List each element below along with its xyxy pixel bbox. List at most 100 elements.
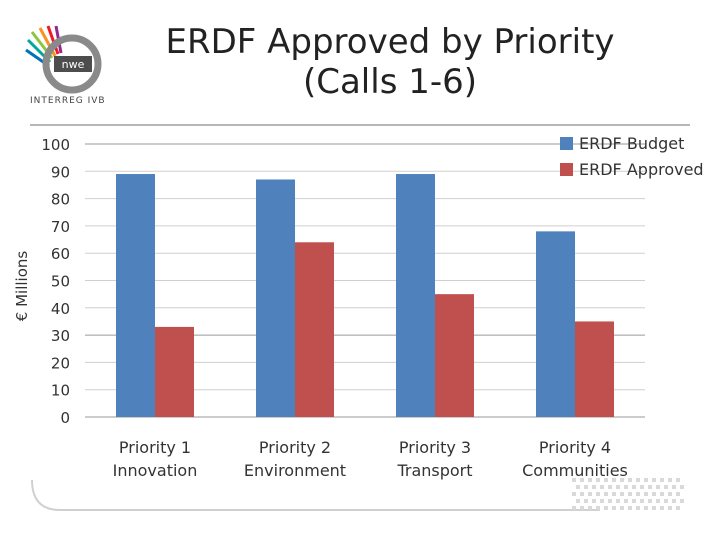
decoration-dot bbox=[660, 478, 664, 482]
title-line-2: (Calls 1-6) bbox=[302, 62, 478, 102]
decoration-dot bbox=[572, 506, 576, 510]
bar-erdf-approved bbox=[435, 294, 474, 417]
legend-item-approved: ERDF Approved bbox=[560, 156, 704, 182]
bar-erdf-approved bbox=[295, 242, 334, 417]
y-tick-label: 70 bbox=[51, 218, 70, 236]
page-title: ERDF Approved by Priority (Calls 1-6) bbox=[160, 22, 620, 102]
decoration-dot bbox=[584, 485, 588, 489]
decoration-dot bbox=[620, 506, 624, 510]
decoration-dot bbox=[576, 499, 580, 503]
decoration-dot bbox=[632, 485, 636, 489]
decoration-dot bbox=[672, 499, 676, 503]
x-tick-label: Priority 3 bbox=[399, 438, 471, 457]
legend-swatch-approved bbox=[560, 162, 573, 176]
header-divider bbox=[30, 124, 690, 126]
logo-caption: INTERREG IVB bbox=[30, 96, 106, 106]
decoration-dot bbox=[648, 485, 652, 489]
decoration-dot bbox=[636, 478, 640, 482]
decoration-dot bbox=[680, 499, 684, 503]
decoration-dot bbox=[652, 478, 656, 482]
title-line-1: ERDF Approved by Priority bbox=[165, 22, 615, 62]
decoration-dot bbox=[640, 499, 644, 503]
decoration-dot bbox=[644, 492, 648, 496]
decoration-dot bbox=[644, 506, 648, 510]
x-tick-label: Priority 1 bbox=[119, 438, 191, 457]
decoration-dot bbox=[644, 478, 648, 482]
y-tick-label: 10 bbox=[51, 382, 70, 400]
legend-label-approved: ERDF Approved bbox=[579, 159, 704, 179]
decoration-dot bbox=[676, 506, 680, 510]
y-tick-label: 30 bbox=[51, 327, 70, 345]
nwe-logo: nwe bbox=[25, 25, 102, 94]
decoration-dot bbox=[656, 485, 660, 489]
decoration-dot bbox=[656, 499, 660, 503]
bar-erdf-budget bbox=[116, 174, 155, 417]
decoration-dot bbox=[588, 478, 592, 482]
decoration-dot bbox=[652, 492, 656, 496]
decoration-dot bbox=[612, 478, 616, 482]
decoration-dot bbox=[596, 506, 600, 510]
decoration-dot bbox=[624, 499, 628, 503]
decoration-dot bbox=[632, 499, 636, 503]
decoration-dot bbox=[628, 506, 632, 510]
decoration-dot bbox=[588, 492, 592, 496]
decoration-dot bbox=[592, 499, 596, 503]
legend: ERDF Budget ERDF Approved bbox=[560, 130, 704, 182]
legend-item-budget: ERDF Budget bbox=[560, 130, 704, 156]
x-tick-label: Innovation bbox=[113, 461, 198, 480]
y-tick-label: 80 bbox=[51, 191, 70, 209]
legend-label-budget: ERDF Budget bbox=[579, 133, 685, 153]
x-tick-label: Environment bbox=[244, 461, 346, 480]
y-tick-label: 100 bbox=[41, 136, 70, 154]
decoration-dot bbox=[600, 485, 604, 489]
bar-erdf-budget bbox=[396, 174, 435, 417]
decoration-dot bbox=[596, 492, 600, 496]
y-tick-label: 50 bbox=[51, 273, 70, 291]
decoration-dot bbox=[680, 485, 684, 489]
decoration-dot bbox=[660, 492, 664, 496]
decoration-dot bbox=[668, 506, 672, 510]
decoration-dot bbox=[652, 506, 656, 510]
logo-text: nwe bbox=[62, 58, 85, 71]
decoration-dot bbox=[592, 485, 596, 489]
dot-pattern bbox=[572, 478, 684, 510]
decoration-dot bbox=[576, 485, 580, 489]
decoration-dot bbox=[620, 478, 624, 482]
y-tick-label: 90 bbox=[51, 163, 70, 181]
decoration-dot bbox=[580, 478, 584, 482]
decoration-dot bbox=[604, 492, 608, 496]
decoration-dot bbox=[660, 506, 664, 510]
y-tick-label: 0 bbox=[60, 409, 70, 427]
bar-erdf-approved bbox=[575, 321, 614, 417]
decoration-dot bbox=[664, 485, 668, 489]
decoration-dot bbox=[612, 492, 616, 496]
decoration-dot bbox=[588, 506, 592, 510]
x-tick-label: Priority 2 bbox=[259, 438, 331, 457]
decoration-dot bbox=[572, 478, 576, 482]
decoration-dot bbox=[672, 485, 676, 489]
bars bbox=[116, 174, 614, 417]
y-tick-labels: 0 10 20 30 40 50 60 70 80 90 100 bbox=[41, 136, 70, 427]
x-tick-label: Communities bbox=[522, 461, 628, 480]
decoration-dot bbox=[600, 499, 604, 503]
decoration-dot bbox=[628, 478, 632, 482]
x-tick-labels: Priority 1 Innovation Priority 2 Environmen… bbox=[113, 438, 628, 480]
decoration-dot bbox=[636, 506, 640, 510]
bar-erdf-approved bbox=[155, 326, 194, 417]
decoration-dot bbox=[580, 506, 584, 510]
y-tick-label: 20 bbox=[51, 354, 70, 372]
decoration-dot bbox=[616, 499, 620, 503]
decoration-dot bbox=[668, 492, 672, 496]
decoration-dot bbox=[596, 478, 600, 482]
decoration-dot bbox=[604, 478, 608, 482]
decoration-dot bbox=[616, 485, 620, 489]
decoration-dot bbox=[668, 478, 672, 482]
decoration-dot bbox=[604, 506, 608, 510]
legend-swatch-budget bbox=[560, 136, 573, 150]
bar-erdf-budget bbox=[536, 231, 575, 417]
decoration-dot bbox=[636, 492, 640, 496]
decoration-dot bbox=[580, 492, 584, 496]
decoration-dot bbox=[620, 492, 624, 496]
decoration-dot bbox=[608, 485, 612, 489]
